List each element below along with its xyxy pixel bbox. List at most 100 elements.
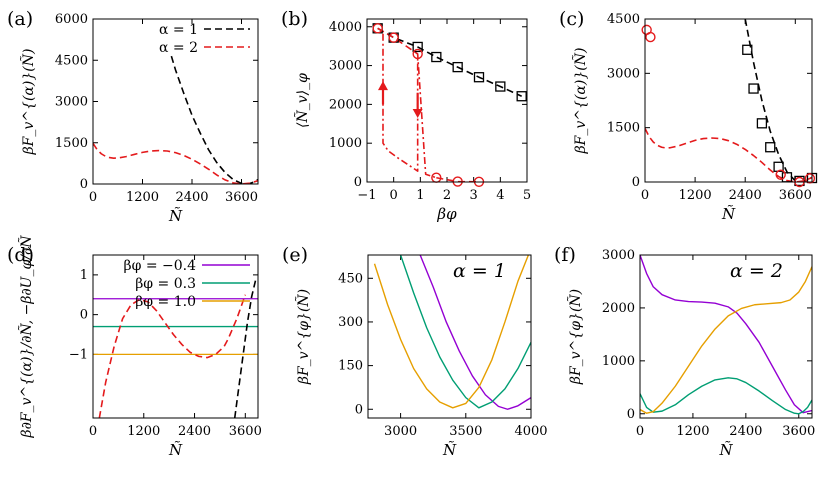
plot-area-e <box>373 255 531 410</box>
panel-d: 0 1200 2400 3600 −1 0 1 (d) Ñβ∂F_v^{(α)}/∂Ñ, −β∂… <box>7 235 262 459</box>
x-tick-label: 2400 <box>178 424 211 439</box>
x-tick-label: 2 <box>443 188 451 203</box>
y-tick-label: 0 <box>80 177 88 192</box>
x-tick-label: 2400 <box>729 188 762 203</box>
data-point-square <box>742 44 753 55</box>
x-axis-label: Ñ <box>442 441 457 459</box>
x-tick-label: 1200 <box>127 424 160 439</box>
panel-label: (b) <box>281 8 308 30</box>
y-axis-label: βF_v^{φ}(Ñ) <box>566 289 584 385</box>
y-tick-label: 2000 <box>602 301 635 316</box>
series-line <box>399 255 531 409</box>
data-point-circle <box>804 173 816 184</box>
panel-e: 3000 3500 4000 0 150 300 450 (e) ÑβF_v^{φ}(Ñ) α =… <box>282 244 548 459</box>
x-tick-label: 0 <box>636 424 644 439</box>
data-point-circle <box>412 48 423 60</box>
y-tick-label: 3000 <box>602 248 635 263</box>
series-line <box>640 266 812 414</box>
legend-label: α = 1 <box>159 22 198 38</box>
panel-annotation: α = 1 <box>453 260 506 282</box>
plot-area-c <box>645 19 812 182</box>
y-tick-label: 4500 <box>55 53 88 68</box>
x-axis-label: Ñ <box>718 441 733 459</box>
plot-frame <box>367 254 532 419</box>
data-point-square <box>473 72 485 83</box>
x-tick-label: 3600 <box>782 424 815 439</box>
plot-frame <box>366 18 528 183</box>
series-line <box>377 27 419 55</box>
y-tick-label: 1500 <box>607 121 640 136</box>
panel-f: 0 1200 2400 3600 0 1000 2000 3000 (f) ÑβF_v^{φ}(Ñ… <box>554 244 815 459</box>
series-line <box>233 278 257 418</box>
y-tick-label: 4500 <box>607 12 640 27</box>
x-tick-label: 4000 <box>514 424 547 439</box>
panel-a: 0 1200 2400 3600 0 1500 3000 4500 6000 (a) ÑβF_v^{… <box>7 8 259 225</box>
y-tick-label: 2000 <box>329 97 362 112</box>
y-tick-label: 1 <box>80 268 88 283</box>
plot-area-a <box>93 55 258 184</box>
x-axis-label: Ñ <box>168 207 183 225</box>
legend-label: βφ = 0.3 <box>135 276 196 292</box>
series-line <box>170 55 258 184</box>
y-tick-label: −1 <box>69 347 88 362</box>
y-tick-label: 1500 <box>55 136 88 151</box>
y-tick-label: 1000 <box>602 354 635 369</box>
plot-frame <box>639 254 813 419</box>
y-tick-label: 0 <box>632 175 640 190</box>
arrow-head <box>378 81 388 91</box>
series-line <box>419 255 531 410</box>
panel-annotation: α = 2 <box>730 260 783 282</box>
legend-label: α = 2 <box>159 40 198 56</box>
series-line <box>640 377 812 415</box>
x-tick-label: −1 <box>357 188 376 203</box>
y-tick-label: 450 <box>338 271 363 286</box>
x-tick-label: 1200 <box>676 424 709 439</box>
y-tick-label: 4000 <box>329 20 362 35</box>
x-tick-label: 2400 <box>175 190 208 205</box>
data-point-square <box>412 41 423 53</box>
panel-label: (c) <box>559 8 584 30</box>
x-tick-label: 3000 <box>384 424 417 439</box>
x-tick-label: 4 <box>496 188 504 203</box>
x-tick-label: 0 <box>641 188 649 203</box>
x-tick-label: 2400 <box>729 424 762 439</box>
legend-label: βφ = 1.0 <box>135 294 196 310</box>
panel-label: (a) <box>7 8 33 30</box>
y-tick-label: 0 <box>627 407 635 422</box>
data-point-circle <box>775 169 786 180</box>
x-tick-label: 0 <box>89 424 97 439</box>
plot-frame <box>92 254 259 419</box>
x-tick-label: 0 <box>390 188 398 203</box>
y-axis-label: βF_v^{φ}(Ñ) <box>294 289 312 385</box>
arrow-head <box>412 108 423 118</box>
series-line <box>645 128 812 182</box>
data-point-square <box>765 142 776 153</box>
series-line <box>640 255 812 414</box>
y-axis-label: ⟨Ñ_v⟩_φ <box>293 73 311 128</box>
y-tick-label: 0 <box>354 175 362 190</box>
x-tick-label: 3600 <box>225 190 258 205</box>
x-tick-label: 3600 <box>779 188 812 203</box>
data-point-square <box>431 51 442 63</box>
x-axis-label: Ñ <box>721 205 736 223</box>
y-axis-label: βF_v^{(α)}(Ñ) <box>571 48 589 155</box>
y-tick-label: 0 <box>355 402 363 417</box>
series-line <box>744 19 812 182</box>
plot-area-f <box>640 255 812 415</box>
data-point-square <box>452 61 463 73</box>
x-tick-label: 1200 <box>126 190 159 205</box>
x-tick-label: 1200 <box>679 188 712 203</box>
series-line <box>373 255 530 409</box>
plot-frame <box>92 18 259 185</box>
data-point-square <box>495 81 506 92</box>
x-tick-label: 3600 <box>229 424 262 439</box>
x-tick-label: 3 <box>470 188 478 203</box>
y-tick-label: 3000 <box>329 59 362 74</box>
panel-label: (d) <box>7 244 34 266</box>
panel-label: (f) <box>554 244 576 266</box>
y-tick-label: 3000 <box>607 66 640 81</box>
data-point-circle <box>388 32 399 43</box>
plot-area-b <box>377 27 522 182</box>
y-tick-label: 300 <box>338 315 363 330</box>
